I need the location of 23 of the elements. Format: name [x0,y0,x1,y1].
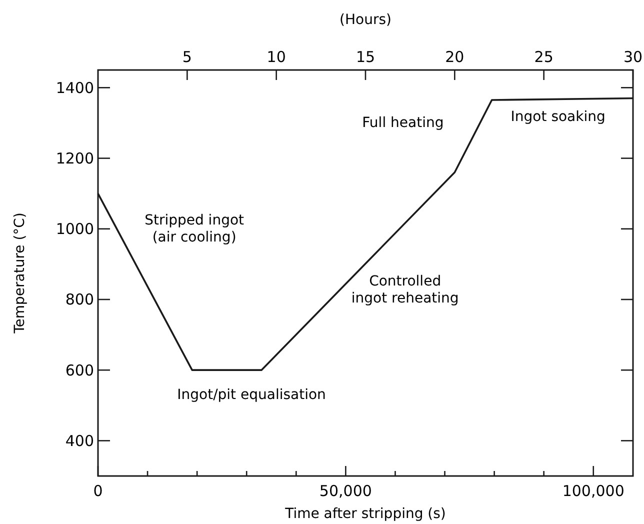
x2-tick-label: 15 [356,48,376,66]
x-tick-label: 0 [93,482,103,500]
y-tick-label: 800 [65,290,94,309]
y-tick-label: 600 [65,361,94,380]
annotation: Full heating [362,114,444,131]
annotation: Stripped ingot (air cooling) [144,212,245,246]
y-axis-title: Temperature (°C) [12,212,28,334]
y-tick-label: 1200 [56,150,94,168]
x-tick-label: 50,000 [319,482,372,500]
x2-tick-label: 10 [266,48,286,66]
x2-axis-title: (Hours) [340,12,392,28]
x-axis-title: Time after stripping (s) [284,506,446,522]
y-tick-label: 400 [65,432,94,450]
x2-tick-label: 20 [445,48,464,66]
x2-tick-label: 25 [534,48,554,66]
x-tick-label: 100,000 [562,482,624,500]
annotation: Ingot/pit equalisation [177,386,326,403]
x2-tick-label: 30 [623,48,643,66]
y-tick-label: 1400 [56,78,94,97]
annotation: Controlled ingot reheating [351,273,459,306]
annotation: Ingot soaking [510,108,606,125]
x2-tick-label: 5 [182,48,192,66]
y-tick-label: 1000 [56,220,94,238]
